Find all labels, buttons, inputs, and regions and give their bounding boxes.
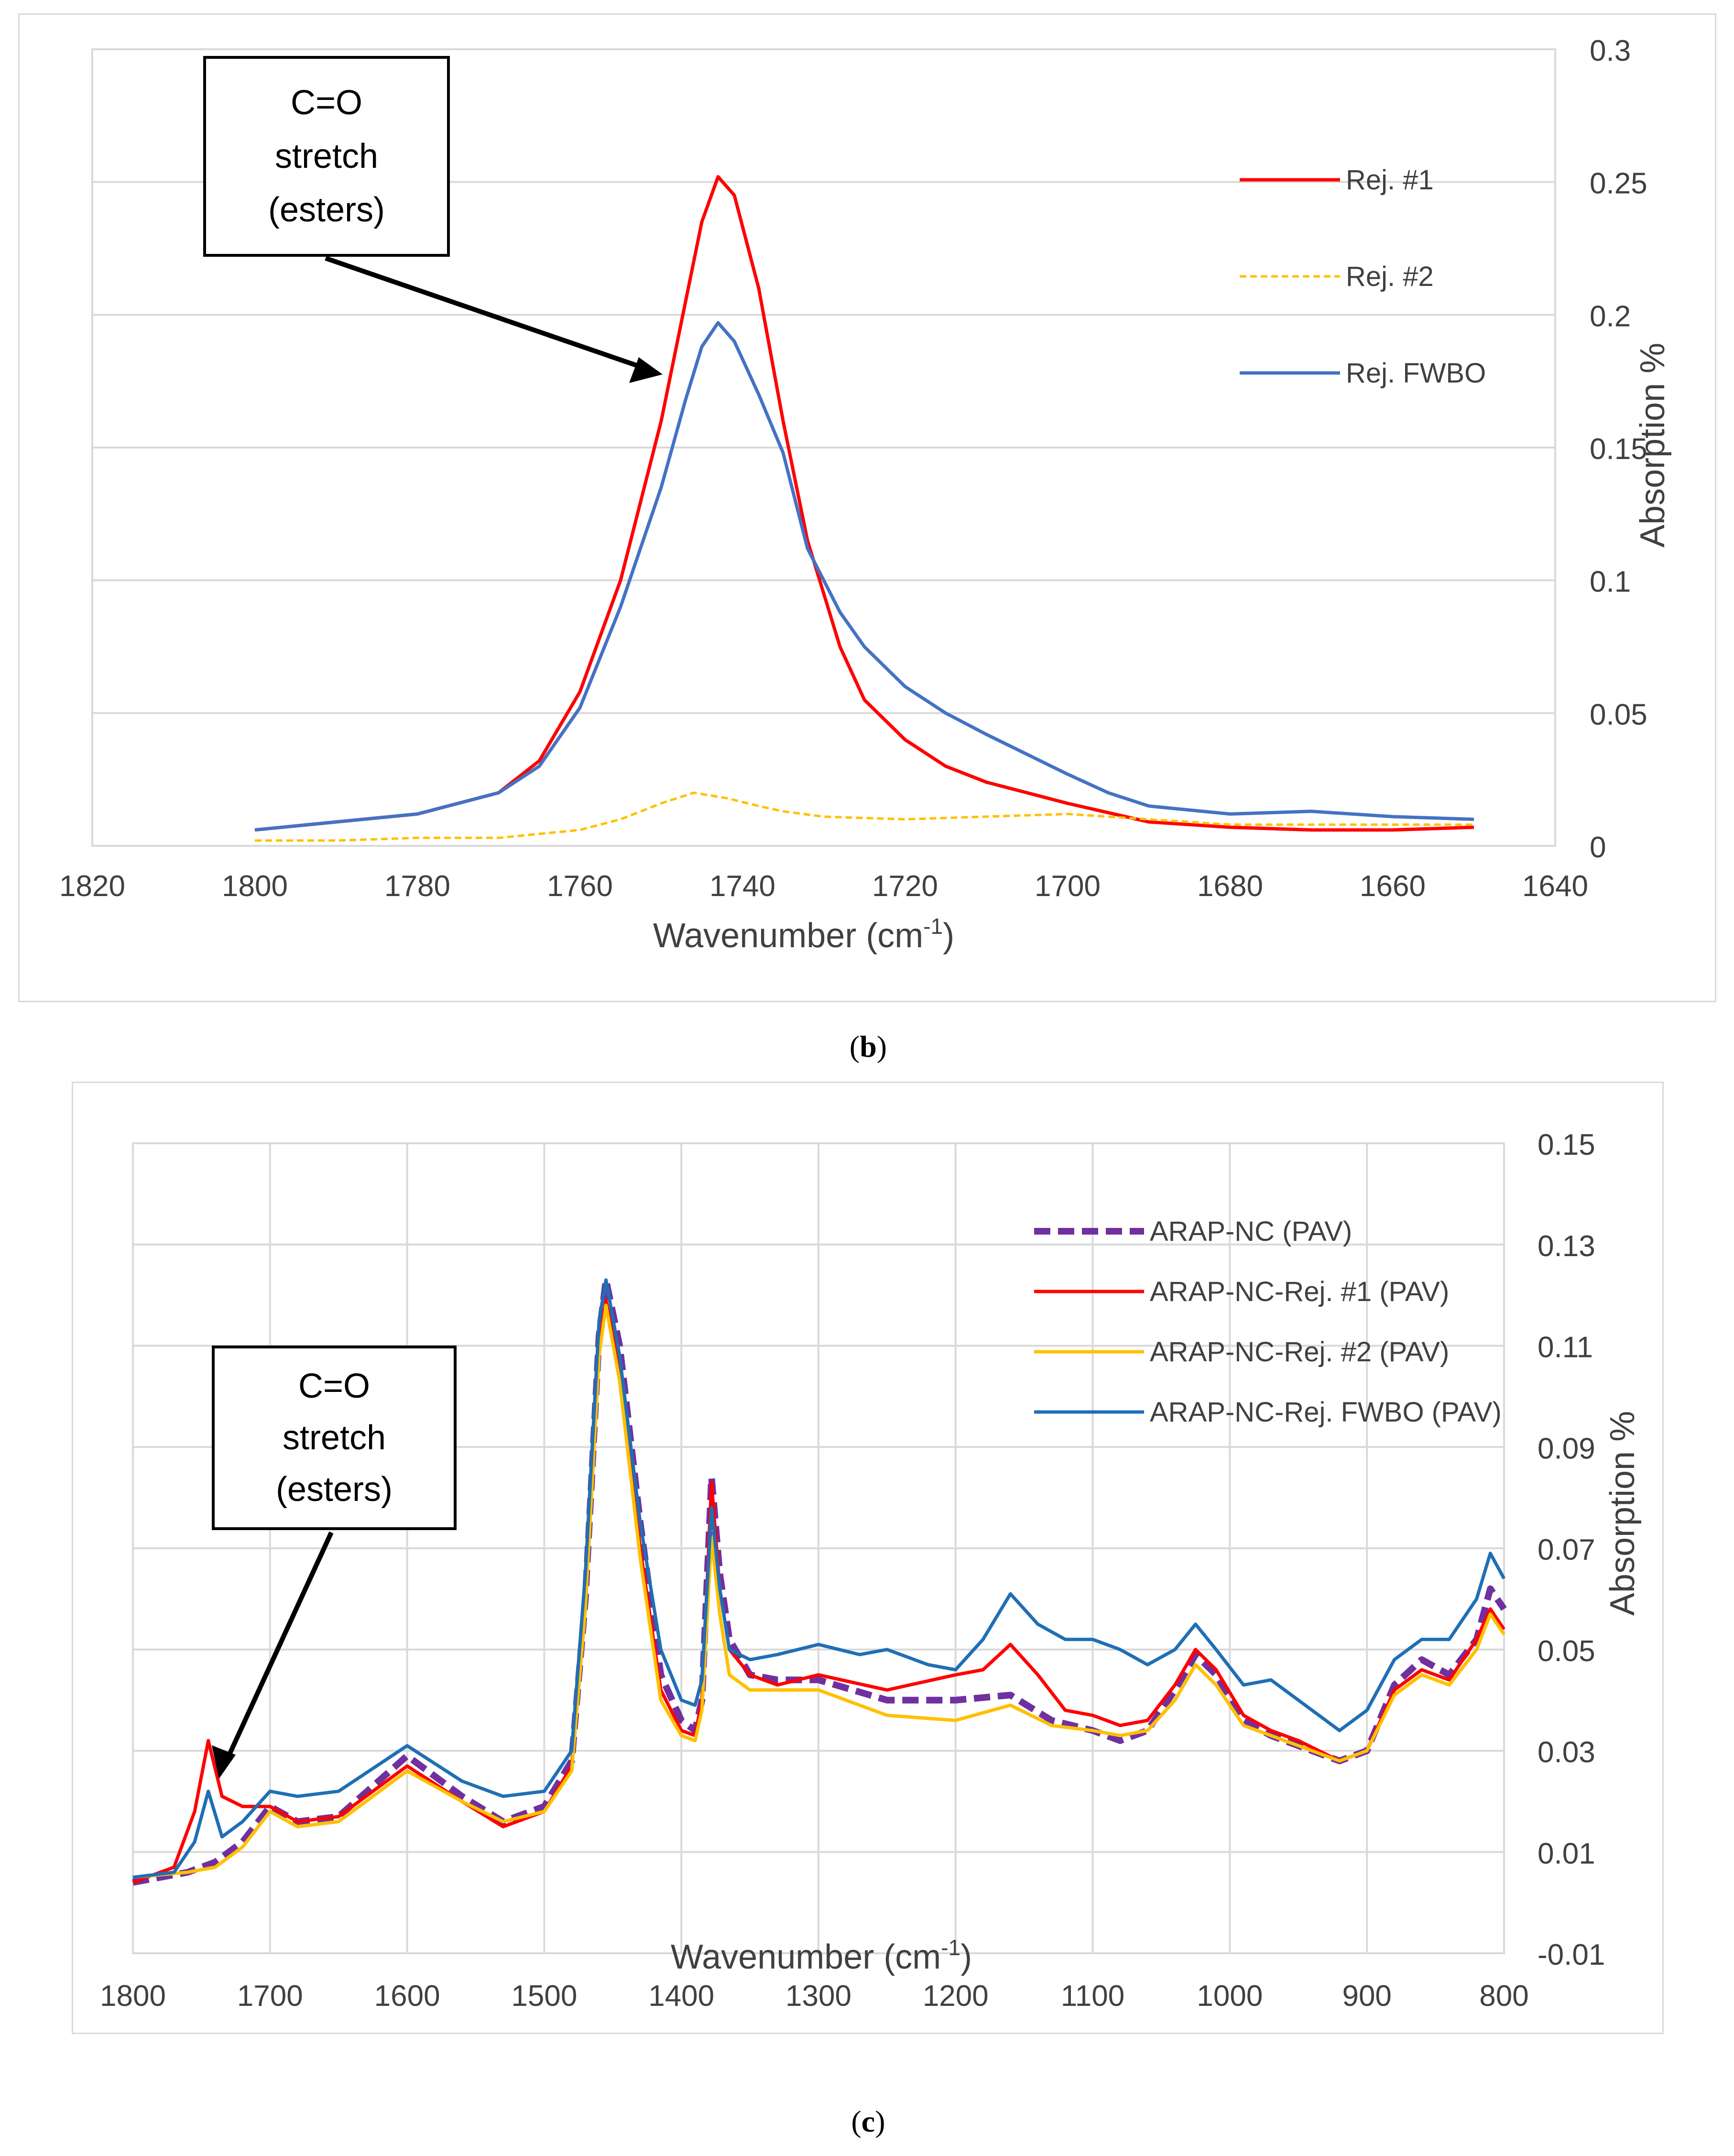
y-tick-label: 0.07 xyxy=(1538,1533,1595,1566)
y-tick-label: 0.05 xyxy=(1538,1635,1595,1668)
y-tick-label: 0.15 xyxy=(1538,1128,1595,1161)
annotation-callout-c: C=O stretch (esters) xyxy=(212,1346,457,1530)
y-tick-label: -0.01 xyxy=(1538,1938,1605,1971)
x-tick-label: 1800 xyxy=(100,1980,166,2013)
annotation-arrow xyxy=(325,256,654,373)
x-tick-label: 1400 xyxy=(648,1980,714,2013)
x-tick-label: 1000 xyxy=(1197,1980,1263,2013)
annotation-line-3: (esters) xyxy=(275,1470,393,1509)
x-tick-label: 1640 xyxy=(1522,870,1588,903)
series-line xyxy=(254,321,1474,832)
legend-label: Rej. #2 xyxy=(1346,261,1434,292)
panel-caption-b: (b) xyxy=(849,1029,887,1063)
x-tick-label: 900 xyxy=(1342,1980,1391,2013)
y-tick-label: 0.11 xyxy=(1538,1331,1593,1364)
x-tick-label: 1100 xyxy=(1061,1980,1124,2013)
y-axis-label: Absorption % xyxy=(1634,343,1672,547)
legend-label: Rej. #1 xyxy=(1346,164,1434,196)
x-tick-label: 1600 xyxy=(374,1980,440,2013)
y-tick-label: 0.25 xyxy=(1590,167,1647,200)
y-axis-label: Absorption % xyxy=(1603,1411,1642,1616)
annotation-callout-b: C=O stretch (esters) xyxy=(203,56,450,257)
x-tick-label: 1200 xyxy=(923,1980,989,2013)
y-tick-label: 0.2 xyxy=(1590,300,1631,333)
y-tick-label: 0.01 xyxy=(1538,1837,1595,1870)
x-tick-label: 1760 xyxy=(547,870,613,903)
annotation-line-2: stretch xyxy=(274,137,379,175)
x-axis-label: Wavenumber (cm-1) xyxy=(671,1935,972,1976)
annotation-line-1: C=O xyxy=(290,84,363,122)
y-tick-label: 0 xyxy=(1590,831,1606,864)
x-tick-label: 800 xyxy=(1479,1980,1528,2013)
series-line xyxy=(132,1276,1507,1886)
x-axis-label: Wavenumber (cm-1) xyxy=(653,914,954,955)
series-line xyxy=(255,791,1474,842)
y-tick-label: 0.03 xyxy=(1538,1736,1595,1769)
legend-label: ARAP-NC (PAV) xyxy=(1150,1216,1352,1247)
legend-label: Rej. FWBO xyxy=(1346,358,1486,389)
chart-panel-c: 1800 1700 1600 1500 1400 1300 1200 1100 1000 900 8… xyxy=(72,1082,1664,2034)
annotation-arrowhead xyxy=(629,357,663,383)
y-tick-label: 0.15 xyxy=(1590,433,1647,466)
x-tick-label: 1800 xyxy=(222,870,288,903)
x-tick-label: 1700 xyxy=(1035,870,1101,903)
x-tick-label: 1680 xyxy=(1197,870,1263,903)
y-tick-label: 0.05 xyxy=(1590,698,1647,731)
x-tick-label: 1660 xyxy=(1360,870,1426,903)
x-tick-label: 1780 xyxy=(384,870,450,903)
legend-label: ARAP-NC-Rej. #2 (PAV) xyxy=(1150,1336,1449,1368)
x-tick-label: 1820 xyxy=(59,870,125,903)
series-line xyxy=(254,175,1474,832)
legend-label: ARAP-NC-Rej. FWBO (PAV) xyxy=(1150,1397,1502,1428)
chart-b-svg: 1820 1800 1780 1760 1740 1720 1700 1680 1660 1640… xyxy=(59,34,1672,955)
legend-label: ARAP-NC-Rej. #1 (PAV) xyxy=(1150,1276,1449,1307)
chart-c-svg: 1800 1700 1600 1500 1400 1300 1200 1100 1000 900 8… xyxy=(100,1128,1642,2013)
y-tick-label: 0.3 xyxy=(1590,34,1631,67)
x-tick-label: 1740 xyxy=(709,870,775,903)
annotation-arrow xyxy=(221,1531,334,1768)
x-tick-label: 1500 xyxy=(511,1980,577,2013)
y-tick-label: 0.1 xyxy=(1590,566,1631,599)
y-tick-label: 0.09 xyxy=(1538,1432,1595,1465)
x-tick-label: 1700 xyxy=(237,1980,303,2013)
series-line xyxy=(132,1303,1505,1879)
series-line xyxy=(132,1278,1506,1879)
annotation-arrowhead xyxy=(212,1745,236,1779)
x-tick-label: 1300 xyxy=(785,1980,851,2013)
annotation-line-3: (esters) xyxy=(268,191,385,229)
x-tick-label: 1720 xyxy=(872,870,938,903)
annotation-line-2: stretch xyxy=(282,1419,386,1457)
series-line xyxy=(132,1298,1505,1884)
y-tick-label: 0.13 xyxy=(1538,1230,1595,1263)
panel-caption-c: (c) xyxy=(851,2104,885,2138)
annotation-line-1: C=O xyxy=(298,1367,371,1405)
